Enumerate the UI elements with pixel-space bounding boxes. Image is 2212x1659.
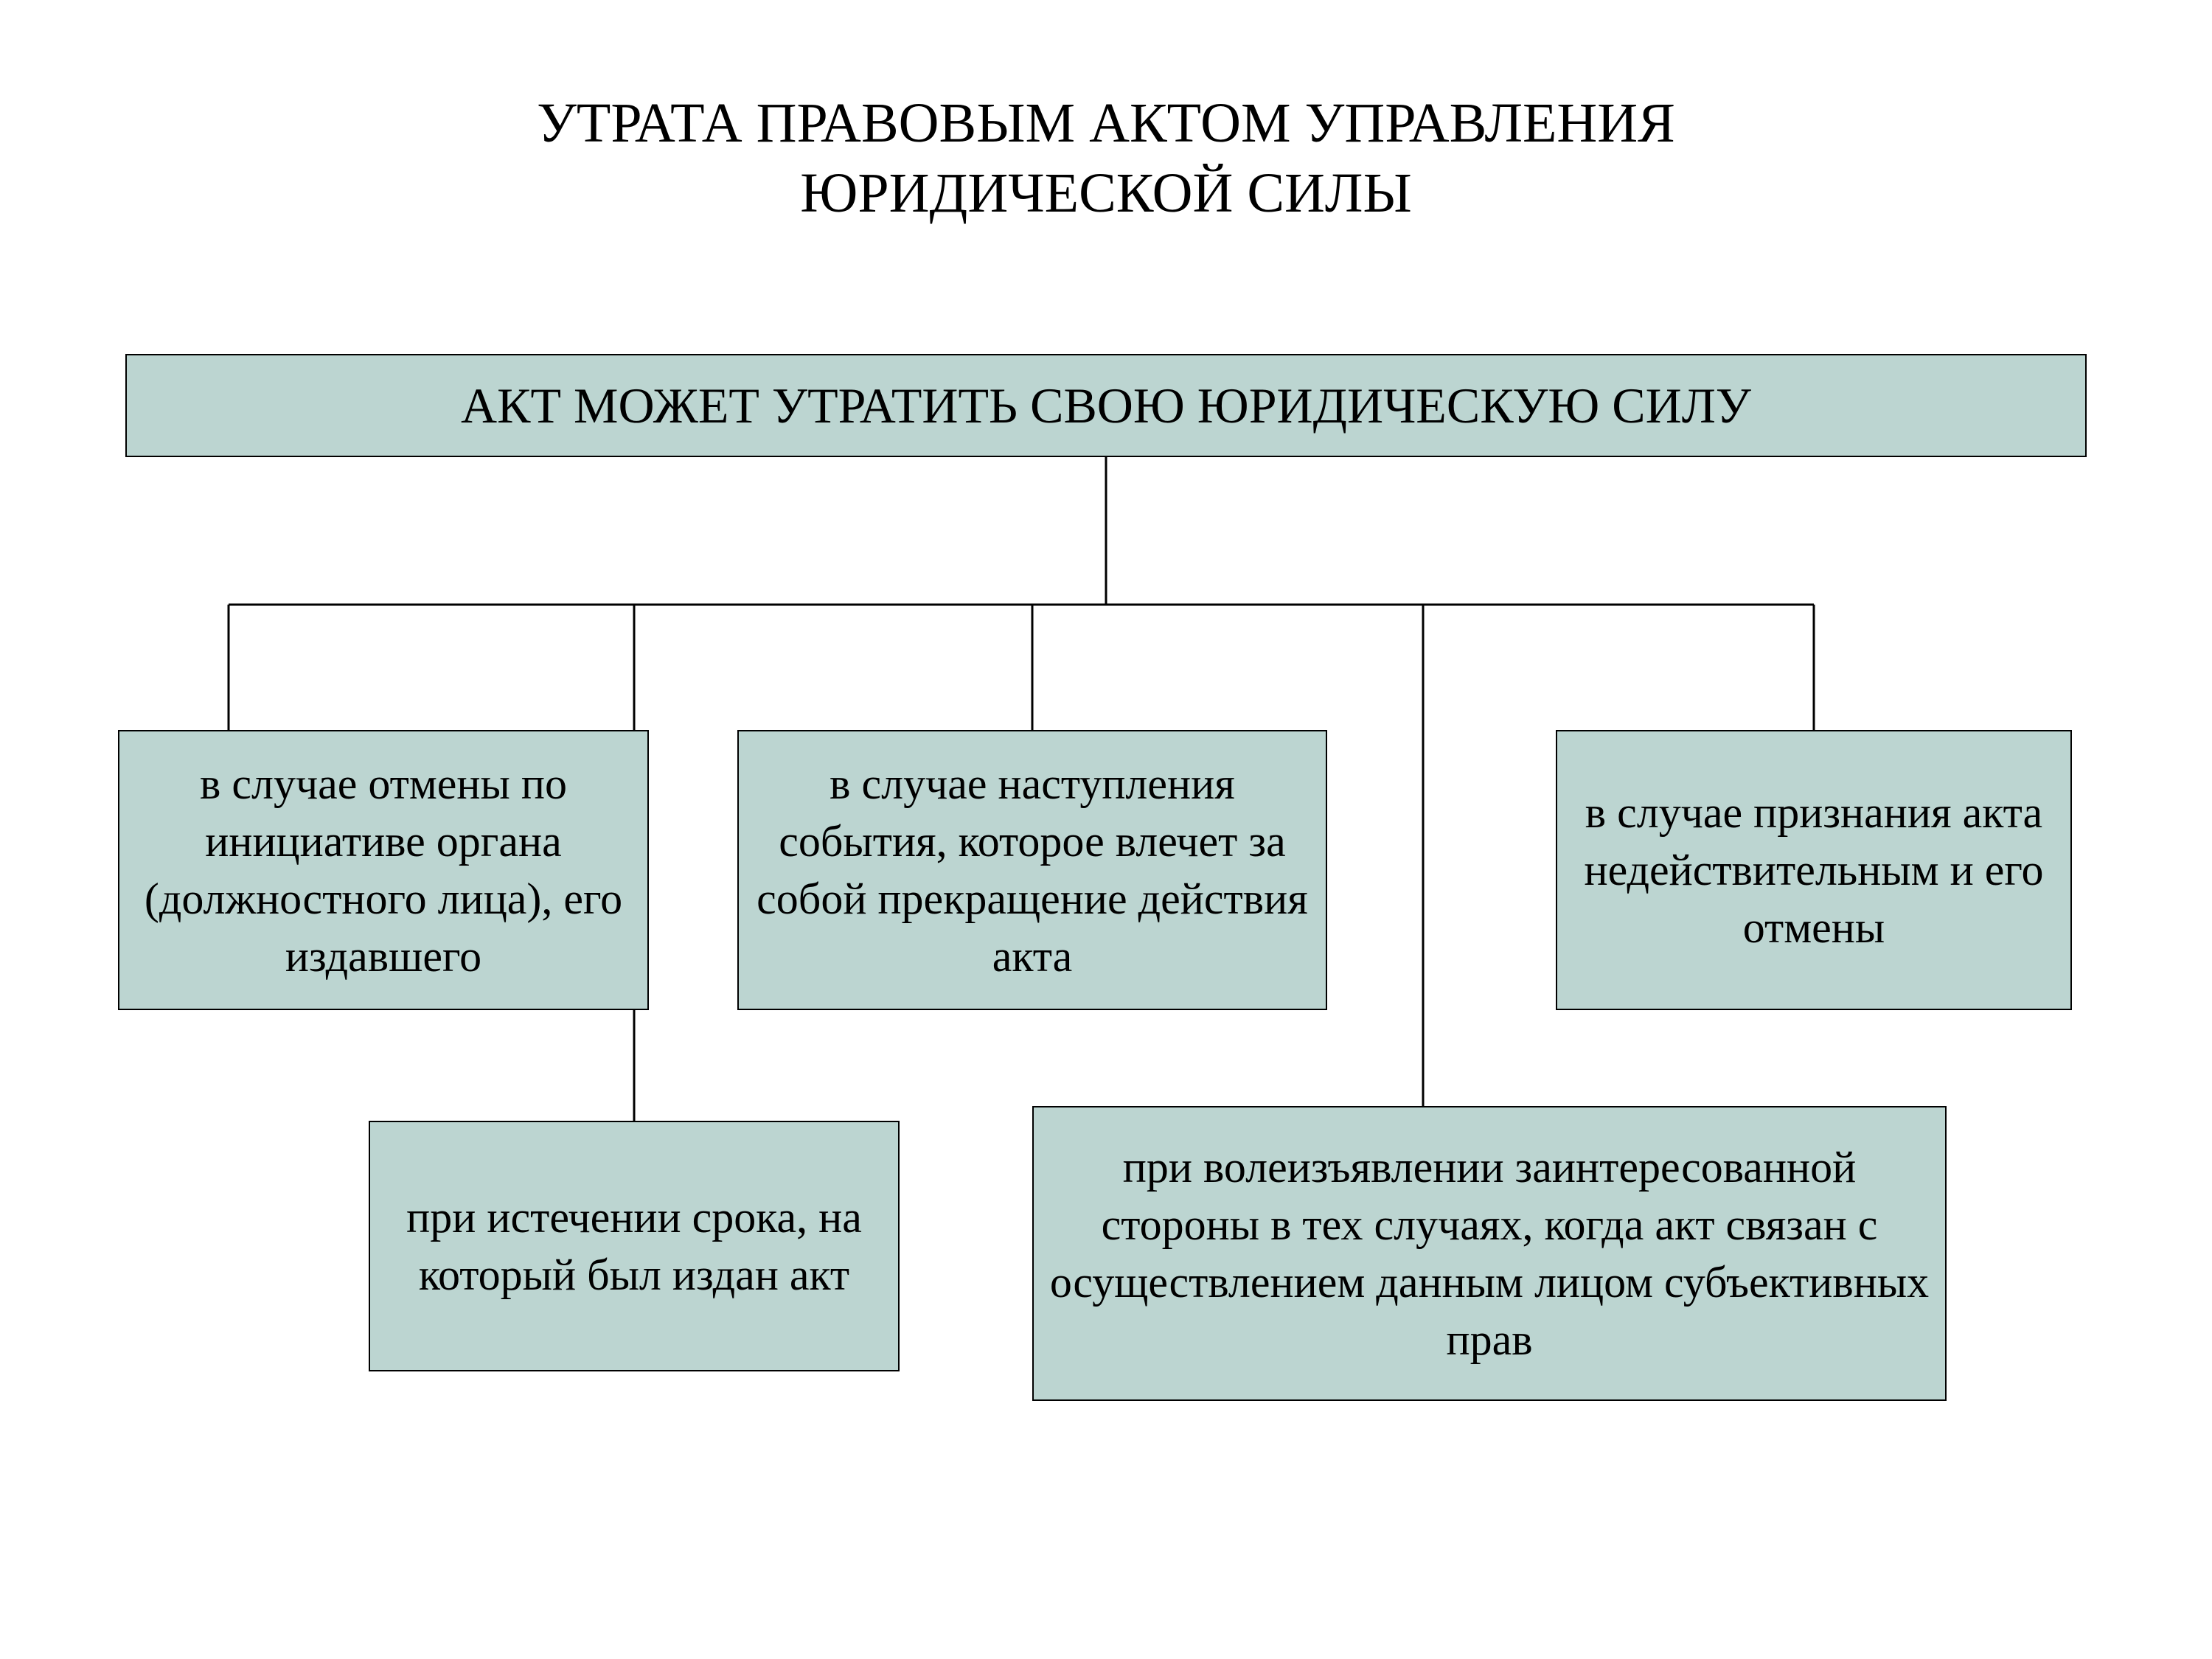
title-line-1: УТРАТА ПРАВОВЫМ АКТОМ УПРАВЛЕНИЯ bbox=[537, 92, 1675, 154]
child-node-2-text: в случае наступления события, которое вл… bbox=[754, 755, 1311, 985]
child-node-5: при волеизъявлении заинтересованной стор… bbox=[1032, 1106, 1947, 1401]
child-node-1: в случае отмены по инициативе органа (до… bbox=[118, 730, 649, 1010]
root-node: АКТ МОЖЕТ УТРАТИТЬ СВОЮ ЮРИДИЧЕСКУЮ СИЛУ bbox=[125, 354, 2087, 457]
child-node-4: при истечении срока, на который был изда… bbox=[369, 1121, 900, 1371]
child-node-4-text: при истечении срока, на который был изда… bbox=[385, 1189, 883, 1304]
child-node-3: в случае признания акта недействительным… bbox=[1556, 730, 2072, 1010]
title-line-2: ЮРИДИЧЕСКОЙ СИЛЫ bbox=[800, 162, 1411, 224]
root-node-text: АКТ МОЖЕТ УТРАТИТЬ СВОЮ ЮРИДИЧЕСКУЮ СИЛУ bbox=[461, 373, 1751, 438]
child-node-5-text: при волеизъявлении заинтересованной стор… bbox=[1048, 1138, 1930, 1368]
child-node-2: в случае наступления события, которое вл… bbox=[737, 730, 1327, 1010]
child-node-1-text: в случае отмены по инициативе органа (до… bbox=[134, 755, 633, 985]
diagram-title: УТРАТА ПРАВОВЫМ АКТОМ УПРАВЛЕНИЯ ЮРИДИЧЕ… bbox=[0, 88, 2212, 229]
child-node-3-text: в случае признания акта недействительным… bbox=[1572, 784, 2056, 956]
